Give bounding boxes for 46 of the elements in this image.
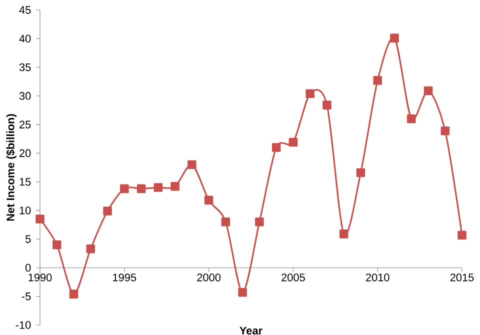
point xyxy=(221,218,230,226)
point xyxy=(288,138,298,147)
point xyxy=(188,160,196,170)
point xyxy=(86,244,96,254)
y-tick-label: 5 xyxy=(25,235,31,243)
point xyxy=(36,214,44,224)
point xyxy=(170,182,180,191)
y-tick-label: 40 xyxy=(19,34,31,43)
y-tick-label: -10 xyxy=(16,321,31,329)
y-tick-label: 20 xyxy=(20,149,31,158)
point xyxy=(322,100,332,110)
x-tick-label: 2015 xyxy=(450,274,474,282)
x-tick-label: 2000 xyxy=(197,274,221,282)
point xyxy=(103,206,112,216)
point xyxy=(204,196,214,205)
point xyxy=(255,218,264,226)
point xyxy=(136,184,146,194)
x-tick-label: 2010 xyxy=(366,274,390,282)
point xyxy=(390,34,399,42)
point xyxy=(424,86,433,96)
y-tick-label: 45 xyxy=(19,6,31,14)
y-tick-label: 30 xyxy=(19,92,31,100)
y-tick-label: 35 xyxy=(19,63,31,72)
y-tick-label: -5 xyxy=(22,292,31,300)
y-tick-label: 10 xyxy=(20,206,31,214)
x-tick-label: 1995 xyxy=(113,274,136,282)
point xyxy=(272,143,281,152)
x-tick-label: 2005 xyxy=(282,274,305,282)
y-tick-label: 25 xyxy=(20,120,31,128)
x-axis-title: Year xyxy=(240,326,262,334)
point xyxy=(406,114,416,124)
point xyxy=(306,89,314,98)
point xyxy=(238,288,247,297)
point xyxy=(120,184,129,194)
point xyxy=(373,76,382,85)
y-tick-label: 15 xyxy=(20,178,31,186)
point xyxy=(356,168,366,178)
point xyxy=(154,183,163,192)
y-tick-label: 0 xyxy=(25,264,31,272)
point xyxy=(440,126,450,136)
point xyxy=(69,290,78,298)
point xyxy=(339,230,348,238)
x-tick-label: 1990 xyxy=(28,274,52,282)
point xyxy=(458,230,466,240)
point xyxy=(52,240,62,250)
y-axis-title: Net Income ($billion) xyxy=(6,114,17,221)
